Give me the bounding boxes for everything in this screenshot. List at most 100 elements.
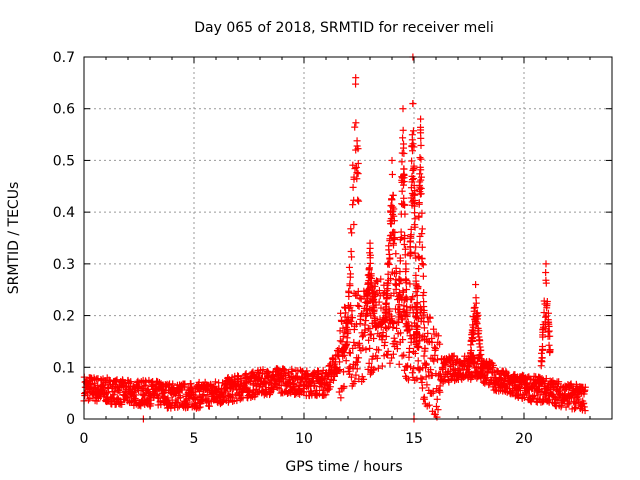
data-point	[534, 386, 542, 394]
y-tick-label: 0.7	[53, 50, 75, 66]
data-point	[416, 238, 424, 246]
data-point	[336, 366, 344, 374]
data-point	[353, 169, 361, 177]
data-point	[352, 119, 360, 127]
data-point	[413, 329, 421, 337]
data-point	[424, 329, 432, 337]
data-point	[379, 329, 387, 337]
data-point	[416, 337, 424, 345]
y-tick-label: 0.4	[53, 205, 75, 221]
data-point	[397, 329, 405, 337]
data-point	[401, 251, 409, 259]
data-point	[411, 209, 419, 217]
data-point	[414, 357, 422, 365]
data-point	[489, 361, 497, 369]
data-point	[432, 345, 440, 353]
data-point	[322, 391, 330, 399]
data-point	[366, 331, 374, 339]
data-point	[417, 115, 425, 123]
data-point	[395, 295, 403, 303]
data-point	[375, 298, 383, 306]
data-point	[411, 196, 419, 204]
data-point	[544, 328, 552, 336]
data-point	[542, 279, 550, 287]
data-point	[384, 279, 392, 287]
data-point	[229, 397, 237, 405]
data-point	[403, 303, 411, 311]
data-point	[515, 390, 523, 398]
data-point	[400, 181, 408, 189]
data-point	[362, 317, 370, 325]
data-point	[397, 228, 405, 236]
data-point	[267, 377, 275, 385]
data-point	[409, 127, 417, 135]
data-point	[348, 253, 356, 261]
data-point	[237, 374, 245, 382]
data-point	[350, 338, 358, 346]
data-point	[418, 375, 426, 383]
data-point	[359, 333, 367, 341]
data-point	[395, 360, 403, 368]
data-point	[417, 374, 425, 382]
data-point	[398, 158, 406, 166]
data-point	[402, 268, 410, 276]
data-point	[369, 304, 377, 312]
data-point	[410, 162, 418, 170]
data-point	[363, 290, 371, 298]
data-point	[288, 367, 296, 375]
data-point	[417, 123, 425, 131]
data-point	[378, 362, 386, 370]
y-tick-label: 0.3	[53, 257, 75, 273]
data-point	[351, 165, 359, 173]
data-point	[127, 378, 135, 386]
data-point	[408, 131, 416, 139]
data-point	[354, 170, 362, 178]
data-point	[408, 176, 416, 184]
data-point	[373, 354, 381, 362]
data-point	[399, 336, 407, 344]
data-point	[337, 394, 345, 402]
data-point	[389, 207, 397, 215]
data-point	[353, 137, 361, 145]
data-point	[542, 260, 550, 268]
data-point	[417, 141, 425, 149]
data-point	[502, 367, 510, 375]
data-point	[153, 390, 161, 398]
data-point	[439, 364, 447, 372]
data-point	[472, 299, 480, 307]
data-point	[417, 155, 425, 163]
data-point	[393, 324, 401, 332]
data-point	[390, 241, 398, 249]
y-tick-label: 0	[66, 412, 75, 428]
data-point	[307, 378, 315, 386]
data-point	[411, 249, 419, 257]
data-point	[416, 170, 424, 178]
data-point	[420, 289, 428, 297]
data-point	[413, 291, 421, 299]
data-point	[421, 344, 429, 352]
data-point	[399, 307, 407, 315]
data-point	[124, 394, 132, 402]
data-point	[390, 217, 398, 225]
data-point	[436, 388, 444, 396]
data-point	[84, 396, 92, 404]
data-point	[384, 270, 392, 278]
x-tick-label: 10	[295, 431, 313, 447]
data-point	[329, 376, 337, 384]
data-point	[476, 343, 484, 351]
data-point	[352, 371, 360, 379]
data-point	[398, 200, 406, 208]
data-point	[402, 260, 410, 268]
data-point	[536, 378, 544, 386]
data-point	[387, 220, 395, 228]
data-point	[412, 303, 420, 311]
data-point	[420, 298, 428, 306]
data-point	[574, 395, 582, 403]
data-point	[178, 386, 186, 394]
data-point	[87, 383, 95, 391]
data-point	[355, 197, 363, 205]
data-point	[353, 365, 361, 373]
data-point	[339, 324, 347, 332]
data-point	[388, 170, 396, 178]
data-point	[346, 273, 354, 281]
